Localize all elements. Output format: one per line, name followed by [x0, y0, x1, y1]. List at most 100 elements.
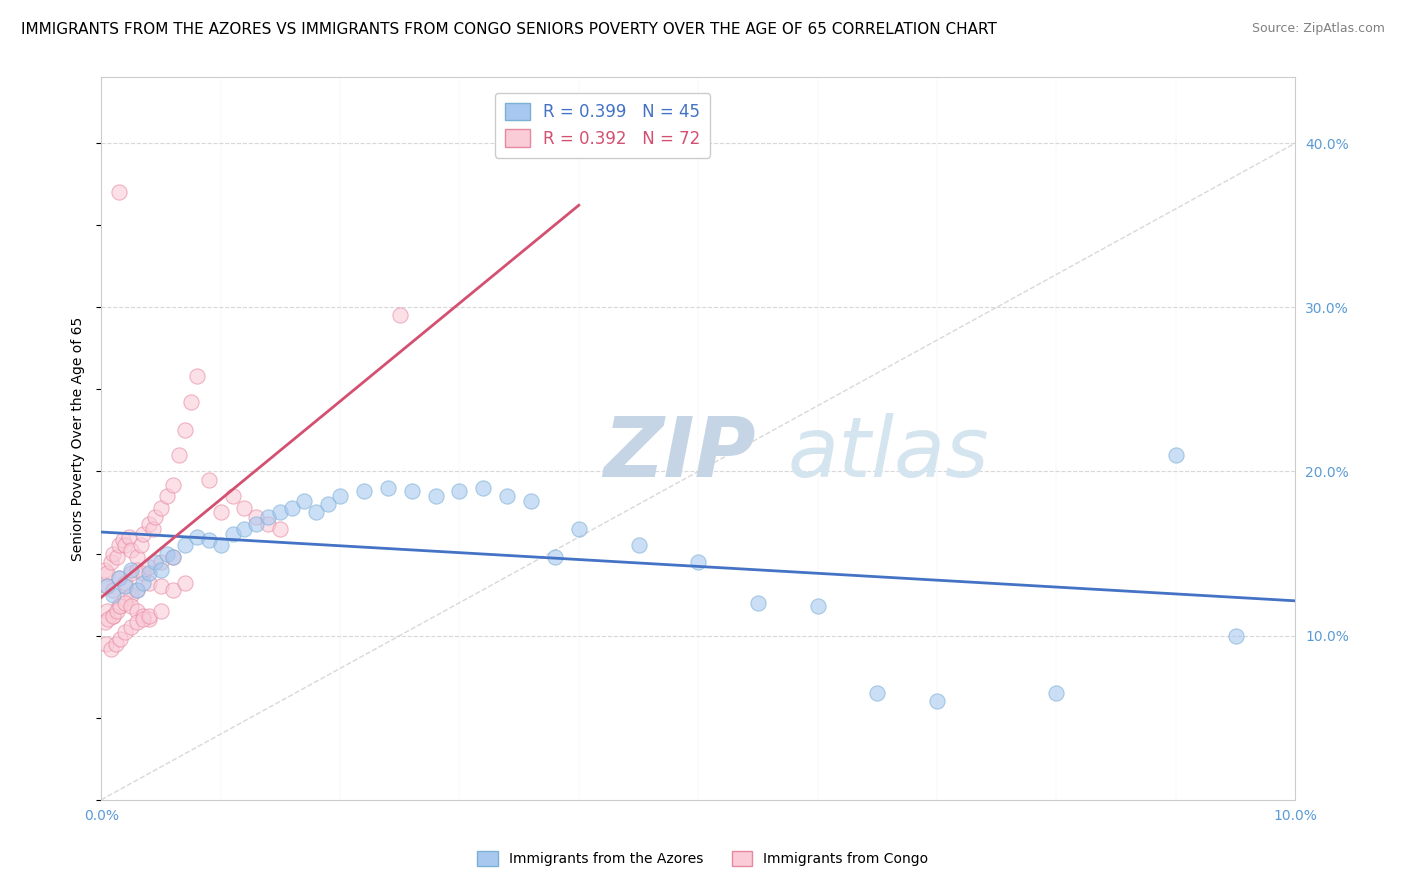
Point — [162, 549, 184, 564]
Point — [233, 500, 256, 515]
Point — [108, 599, 131, 613]
Point — [472, 481, 495, 495]
Point — [520, 494, 543, 508]
Point — [108, 186, 131, 200]
Point — [100, 555, 122, 569]
Point — [209, 538, 232, 552]
Point — [807, 599, 830, 613]
Point — [149, 500, 172, 515]
Point — [316, 497, 339, 511]
Point — [120, 563, 142, 577]
Point — [108, 571, 131, 585]
Point — [125, 582, 148, 597]
Point — [125, 582, 148, 597]
Point — [114, 596, 136, 610]
Text: ZIP: ZIP — [603, 412, 755, 493]
Point — [101, 588, 124, 602]
Text: IMMIGRANTS FROM THE AZORES VS IMMIGRANTS FROM CONGO SENIORS POVERTY OVER THE AGE: IMMIGRANTS FROM THE AZORES VS IMMIGRANTS… — [21, 22, 997, 37]
Point — [257, 510, 280, 524]
Point — [209, 506, 232, 520]
Point — [114, 579, 136, 593]
Point — [94, 563, 117, 577]
Point — [425, 489, 447, 503]
Point — [221, 526, 243, 541]
Point — [329, 489, 352, 503]
Point — [377, 481, 399, 495]
Point — [269, 522, 291, 536]
Point — [149, 604, 172, 618]
Point — [162, 582, 184, 597]
Point — [269, 506, 291, 520]
Point — [142, 522, 165, 536]
Point — [118, 530, 141, 544]
Point — [105, 549, 128, 564]
Point — [105, 604, 128, 618]
Point — [100, 641, 122, 656]
Text: atlas: atlas — [787, 412, 990, 493]
Point — [156, 489, 179, 503]
Point — [125, 615, 148, 630]
Point — [568, 522, 591, 536]
Point — [96, 579, 118, 593]
Point — [114, 538, 136, 552]
Point — [114, 592, 136, 607]
Point — [129, 538, 152, 552]
Text: Source: ZipAtlas.com: Source: ZipAtlas.com — [1251, 22, 1385, 36]
Point — [173, 424, 195, 438]
Legend: R = 0.399   N = 45, R = 0.392   N = 72: R = 0.399 N = 45, R = 0.392 N = 72 — [495, 93, 710, 158]
Point — [114, 625, 136, 640]
Point — [138, 559, 160, 574]
Point — [138, 576, 160, 591]
Point — [388, 309, 411, 323]
Point — [866, 686, 889, 700]
Point — [688, 555, 710, 569]
Point — [149, 563, 172, 577]
Point — [101, 547, 124, 561]
Point — [496, 489, 519, 503]
Point — [233, 522, 256, 536]
Point — [108, 571, 131, 585]
Point — [167, 448, 190, 462]
Point — [449, 484, 471, 499]
Point — [94, 637, 117, 651]
Point — [401, 484, 423, 499]
Point — [132, 576, 155, 591]
Point — [114, 576, 136, 591]
Point — [173, 538, 195, 552]
Point — [245, 516, 267, 531]
Point — [138, 516, 160, 531]
Point — [132, 566, 155, 581]
Point — [245, 510, 267, 524]
Point — [149, 555, 172, 569]
Legend: Immigrants from the Azores, Immigrants from Congo: Immigrants from the Azores, Immigrants f… — [472, 846, 934, 871]
Point — [101, 608, 124, 623]
Point — [149, 579, 172, 593]
Point — [120, 566, 142, 581]
Point — [180, 395, 202, 409]
Point — [94, 615, 117, 630]
Point — [1164, 448, 1187, 462]
Point — [96, 579, 118, 593]
Point — [110, 599, 132, 613]
Point — [125, 563, 148, 577]
Point — [120, 588, 142, 602]
Point — [1045, 686, 1067, 700]
Point — [111, 533, 134, 548]
Point — [120, 543, 142, 558]
Point — [104, 637, 127, 651]
Point — [108, 538, 131, 552]
Point — [125, 549, 148, 564]
Point — [101, 608, 124, 623]
Point — [132, 612, 155, 626]
Point — [747, 596, 769, 610]
Point — [138, 566, 160, 581]
Point — [173, 576, 195, 591]
Point — [125, 604, 148, 618]
Point — [186, 530, 208, 544]
Point — [544, 549, 567, 564]
Point — [162, 549, 184, 564]
Point — [197, 473, 219, 487]
Point — [197, 533, 219, 548]
Point — [292, 494, 315, 508]
Point — [120, 599, 142, 613]
